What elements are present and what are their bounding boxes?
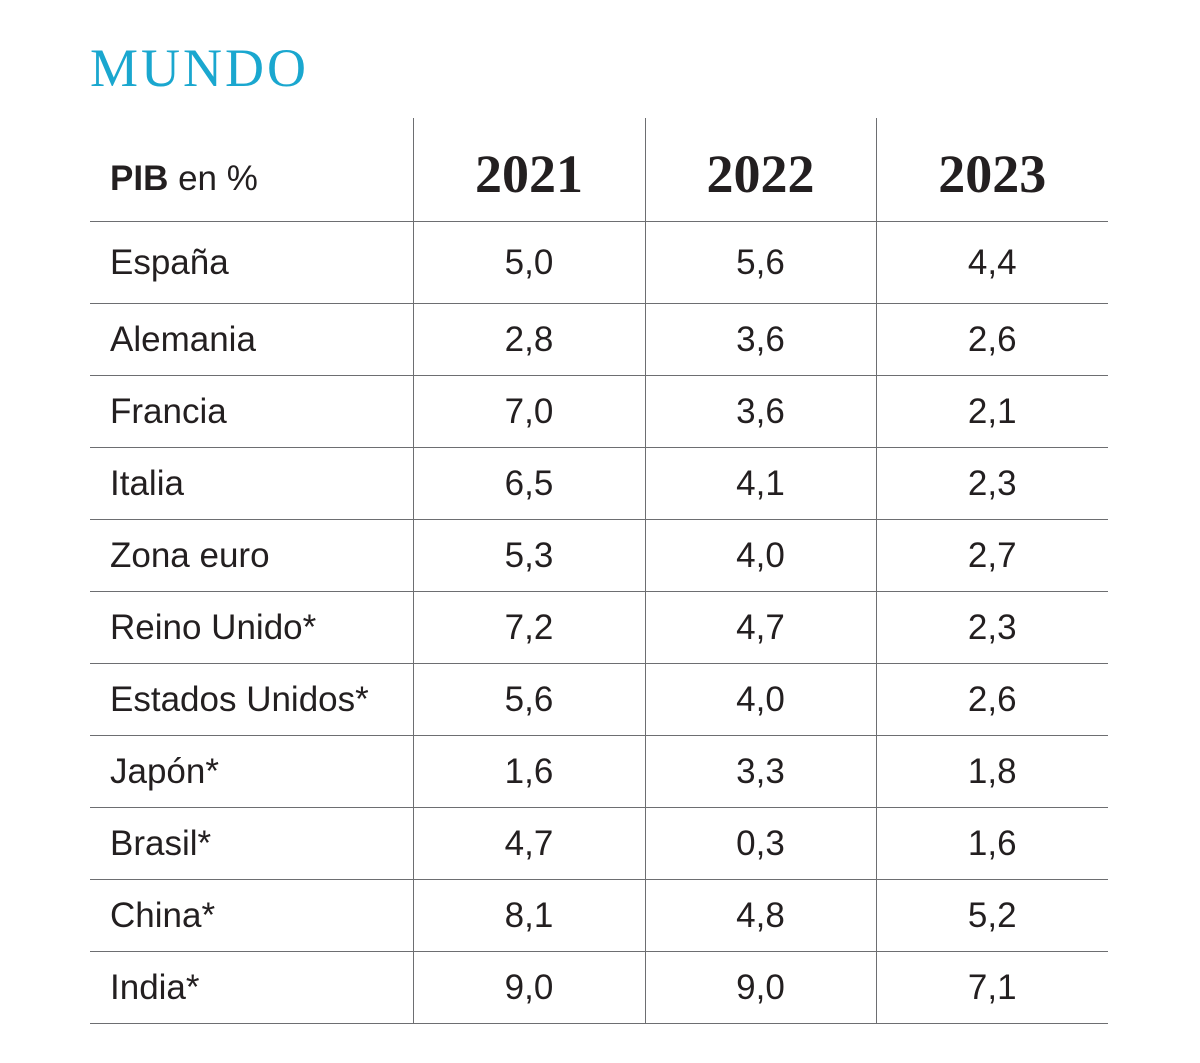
table-row: Italia 6,5 4,1 2,3	[90, 447, 1108, 520]
table-header-row: PIB en % 2021 2022 2023	[90, 118, 1108, 222]
value-cell: 5,3	[412, 519, 645, 592]
header-label: PIB en %	[90, 118, 413, 222]
country-cell: Alemania	[90, 303, 413, 376]
value-cell: 5,6	[412, 663, 645, 736]
value-cell: 0,3	[644, 807, 876, 880]
year-header: 2021	[412, 118, 645, 222]
value-cell: 2,8	[412, 303, 645, 376]
country-cell: Italia	[90, 447, 413, 520]
value-cell: 8,1	[412, 879, 645, 952]
table-row: Estados Unidos* 5,6 4,0 2,6	[90, 663, 1108, 736]
year-header: 2022	[644, 118, 876, 222]
value-cell: 3,3	[644, 735, 876, 808]
value-cell: 7,2	[412, 591, 645, 664]
value-cell: 1,6	[875, 807, 1108, 880]
value-cell: 9,0	[412, 951, 645, 1024]
value-cell: 4,0	[644, 519, 876, 592]
value-cell: 1,8	[875, 735, 1108, 808]
header-label-bold: PIB	[110, 158, 169, 198]
table-row: Alemania 2,8 3,6 2,6	[90, 303, 1108, 376]
country-cell: Estados Unidos*	[90, 663, 413, 736]
table-row: Reino Unido* 7,2 4,7 2,3	[90, 591, 1108, 664]
value-cell: 9,0	[644, 951, 876, 1024]
value-cell: 2,6	[875, 663, 1108, 736]
value-cell: 1,6	[412, 735, 645, 808]
value-cell: 4,1	[644, 447, 876, 520]
value-cell: 4,0	[644, 663, 876, 736]
table-row: India* 9,0 9,0 7,1	[90, 951, 1108, 1024]
country-cell: Brasil*	[90, 807, 413, 880]
value-cell: 3,6	[644, 303, 876, 376]
country-cell: Japón*	[90, 735, 413, 808]
value-cell: 6,5	[412, 447, 645, 520]
value-cell: 5,2	[875, 879, 1108, 952]
table-row: Brasil* 4,7 0,3 1,6	[90, 807, 1108, 880]
value-cell: 3,6	[644, 375, 876, 448]
value-cell: 4,7	[412, 807, 645, 880]
value-cell: 5,6	[644, 221, 876, 304]
table-body: España 5,0 5,6 4,4 Alemania 2,8 3,6 2,6 …	[90, 221, 1108, 1024]
value-cell: 2,3	[875, 447, 1108, 520]
country-cell: Francia	[90, 375, 413, 448]
year-header: 2023	[875, 118, 1108, 222]
value-cell: 7,1	[875, 951, 1108, 1024]
value-cell: 4,7	[644, 591, 876, 664]
value-cell: 7,0	[412, 375, 645, 448]
table-row: Zona euro 5,3 4,0 2,7	[90, 519, 1108, 592]
country-cell: Zona euro	[90, 519, 413, 592]
table-row: China* 8,1 4,8 5,2	[90, 879, 1108, 952]
value-cell: 2,1	[875, 375, 1108, 448]
table-row: Japón* 1,6 3,3 1,8	[90, 735, 1108, 808]
gdp-table: PIB en % 2021 2022 2023 España 5,0 5,6 4…	[90, 118, 1108, 1024]
country-cell: España	[90, 221, 413, 304]
table-row: España 5,0 5,6 4,4	[90, 221, 1108, 304]
country-cell: India*	[90, 951, 413, 1024]
header-label-unit: en %	[168, 158, 258, 198]
country-cell: China*	[90, 879, 413, 952]
value-cell: 4,4	[875, 221, 1108, 304]
value-cell: 2,6	[875, 303, 1108, 376]
value-cell: 2,7	[875, 519, 1108, 592]
page-title: MUNDO	[90, 38, 310, 98]
country-cell: Reino Unido*	[90, 591, 413, 664]
value-cell: 2,3	[875, 591, 1108, 664]
table-row: Francia 7,0 3,6 2,1	[90, 375, 1108, 448]
value-cell: 5,0	[412, 221, 645, 304]
value-cell: 4,8	[644, 879, 876, 952]
